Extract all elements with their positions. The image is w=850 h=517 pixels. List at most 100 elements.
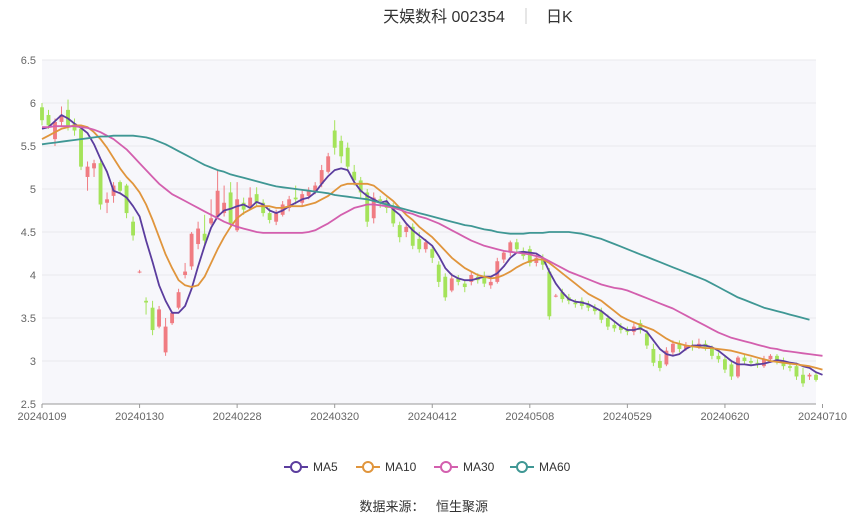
- candle: [443, 273, 448, 301]
- candle-body: [618, 326, 623, 331]
- y-tick-label: 3: [30, 356, 36, 368]
- candle: [657, 354, 662, 372]
- candle-body: [157, 309, 162, 327]
- candle: [527, 245, 532, 267]
- candle: [664, 347, 669, 367]
- candle-body: [586, 304, 591, 308]
- candle-body: [137, 271, 142, 273]
- candle-body: [599, 311, 604, 320]
- candle-body: [105, 199, 109, 203]
- candle: [736, 355, 740, 379]
- candle: [801, 367, 805, 387]
- candle: [547, 268, 552, 320]
- candle: [462, 280, 467, 293]
- candle-body: [664, 350, 669, 365]
- line-ma30: [42, 125, 823, 357]
- candle-body: [131, 221, 135, 236]
- candle-body: [605, 318, 610, 327]
- candle-body: [553, 295, 558, 297]
- line-ma60: [41, 134, 810, 321]
- chart-title: 天娱数科 002354: [383, 8, 505, 26]
- candle-body: [723, 359, 727, 370]
- candle: [92, 159, 96, 177]
- candle: [261, 199, 266, 217]
- candle: [638, 319, 643, 334]
- candle-body: [644, 333, 649, 346]
- y-tick-label: 4: [30, 270, 36, 282]
- candle: [482, 271, 487, 288]
- legend-item-ma5[interactable]: MA5: [284, 460, 338, 474]
- candle-body: [430, 249, 435, 258]
- candle-body: [560, 292, 565, 300]
- candle-body: [729, 364, 734, 377]
- candle: [287, 195, 292, 212]
- candle-body: [527, 249, 532, 263]
- candle-body: [775, 355, 779, 361]
- candle-body: [677, 343, 682, 349]
- x-tick-label: 20240620: [700, 411, 749, 423]
- candle-body: [163, 326, 168, 353]
- candle-body: [183, 271, 188, 275]
- candle-body: [358, 180, 363, 193]
- candle: [248, 187, 253, 208]
- candle-body: [801, 374, 805, 384]
- period-label: 日K: [546, 9, 573, 26]
- candle: [436, 261, 441, 288]
- candle-body: [53, 121, 57, 140]
- candle-body: [482, 276, 487, 284]
- candle-body: [768, 355, 773, 360]
- candle: [150, 300, 155, 336]
- candle-body: [788, 366, 792, 368]
- candle-body: [397, 225, 402, 238]
- candle-body: [495, 261, 500, 282]
- candle-body: [274, 213, 279, 222]
- candle-body: [742, 357, 747, 361]
- candle: [716, 352, 721, 363]
- legend-item-ma60[interactable]: MA60: [510, 460, 571, 474]
- candle: [618, 323, 623, 334]
- candle-body: [488, 281, 493, 286]
- candle-body: [306, 190, 311, 196]
- candle-body: [267, 213, 272, 220]
- candle-body: [501, 252, 506, 260]
- y-tick-label: 6.5: [21, 55, 36, 67]
- candle-body: [417, 238, 422, 250]
- candle: [586, 300, 591, 312]
- candle: [98, 159, 103, 210]
- candle-body: [124, 185, 129, 214]
- candle: [612, 321, 617, 332]
- candle-body: [332, 130, 337, 148]
- source-value: 恒生聚源: [436, 499, 488, 514]
- candle-body: [540, 257, 545, 265]
- candle: [196, 221, 201, 250]
- candle: [176, 288, 181, 310]
- candle: [651, 343, 656, 367]
- candle-body: [638, 323, 643, 331]
- candle-body: [79, 128, 83, 167]
- x-tick-label: 20240109: [18, 411, 67, 423]
- candle-body: [670, 343, 675, 353]
- candle-body: [118, 182, 122, 191]
- candle-body: [683, 345, 688, 349]
- candle-body: [573, 302, 578, 305]
- candle-body: [40, 107, 44, 121]
- y-tick-label: 5.5: [21, 141, 36, 153]
- candle-body: [46, 115, 51, 126]
- candle: [794, 362, 799, 380]
- source-label: 数据来源：: [359, 499, 424, 514]
- candle: [215, 170, 220, 219]
- candle: [144, 297, 149, 315]
- candle-body: [293, 197, 298, 200]
- candle-body: [352, 171, 357, 181]
- legend-label: MA10: [385, 460, 417, 474]
- legend[interactable]: MA5 MA10 MA30 MA60: [284, 460, 571, 474]
- legend-item-ma10[interactable]: MA10: [356, 460, 417, 474]
- candle: [202, 214, 207, 245]
- candle-body: [59, 115, 64, 122]
- candle-body: [209, 218, 214, 224]
- candle-body: [170, 312, 175, 324]
- legend-item-ma30[interactable]: MA30: [434, 460, 495, 474]
- candle-body: [814, 374, 818, 380]
- candle: [189, 232, 194, 270]
- x-tick-label: 20240508: [505, 411, 554, 423]
